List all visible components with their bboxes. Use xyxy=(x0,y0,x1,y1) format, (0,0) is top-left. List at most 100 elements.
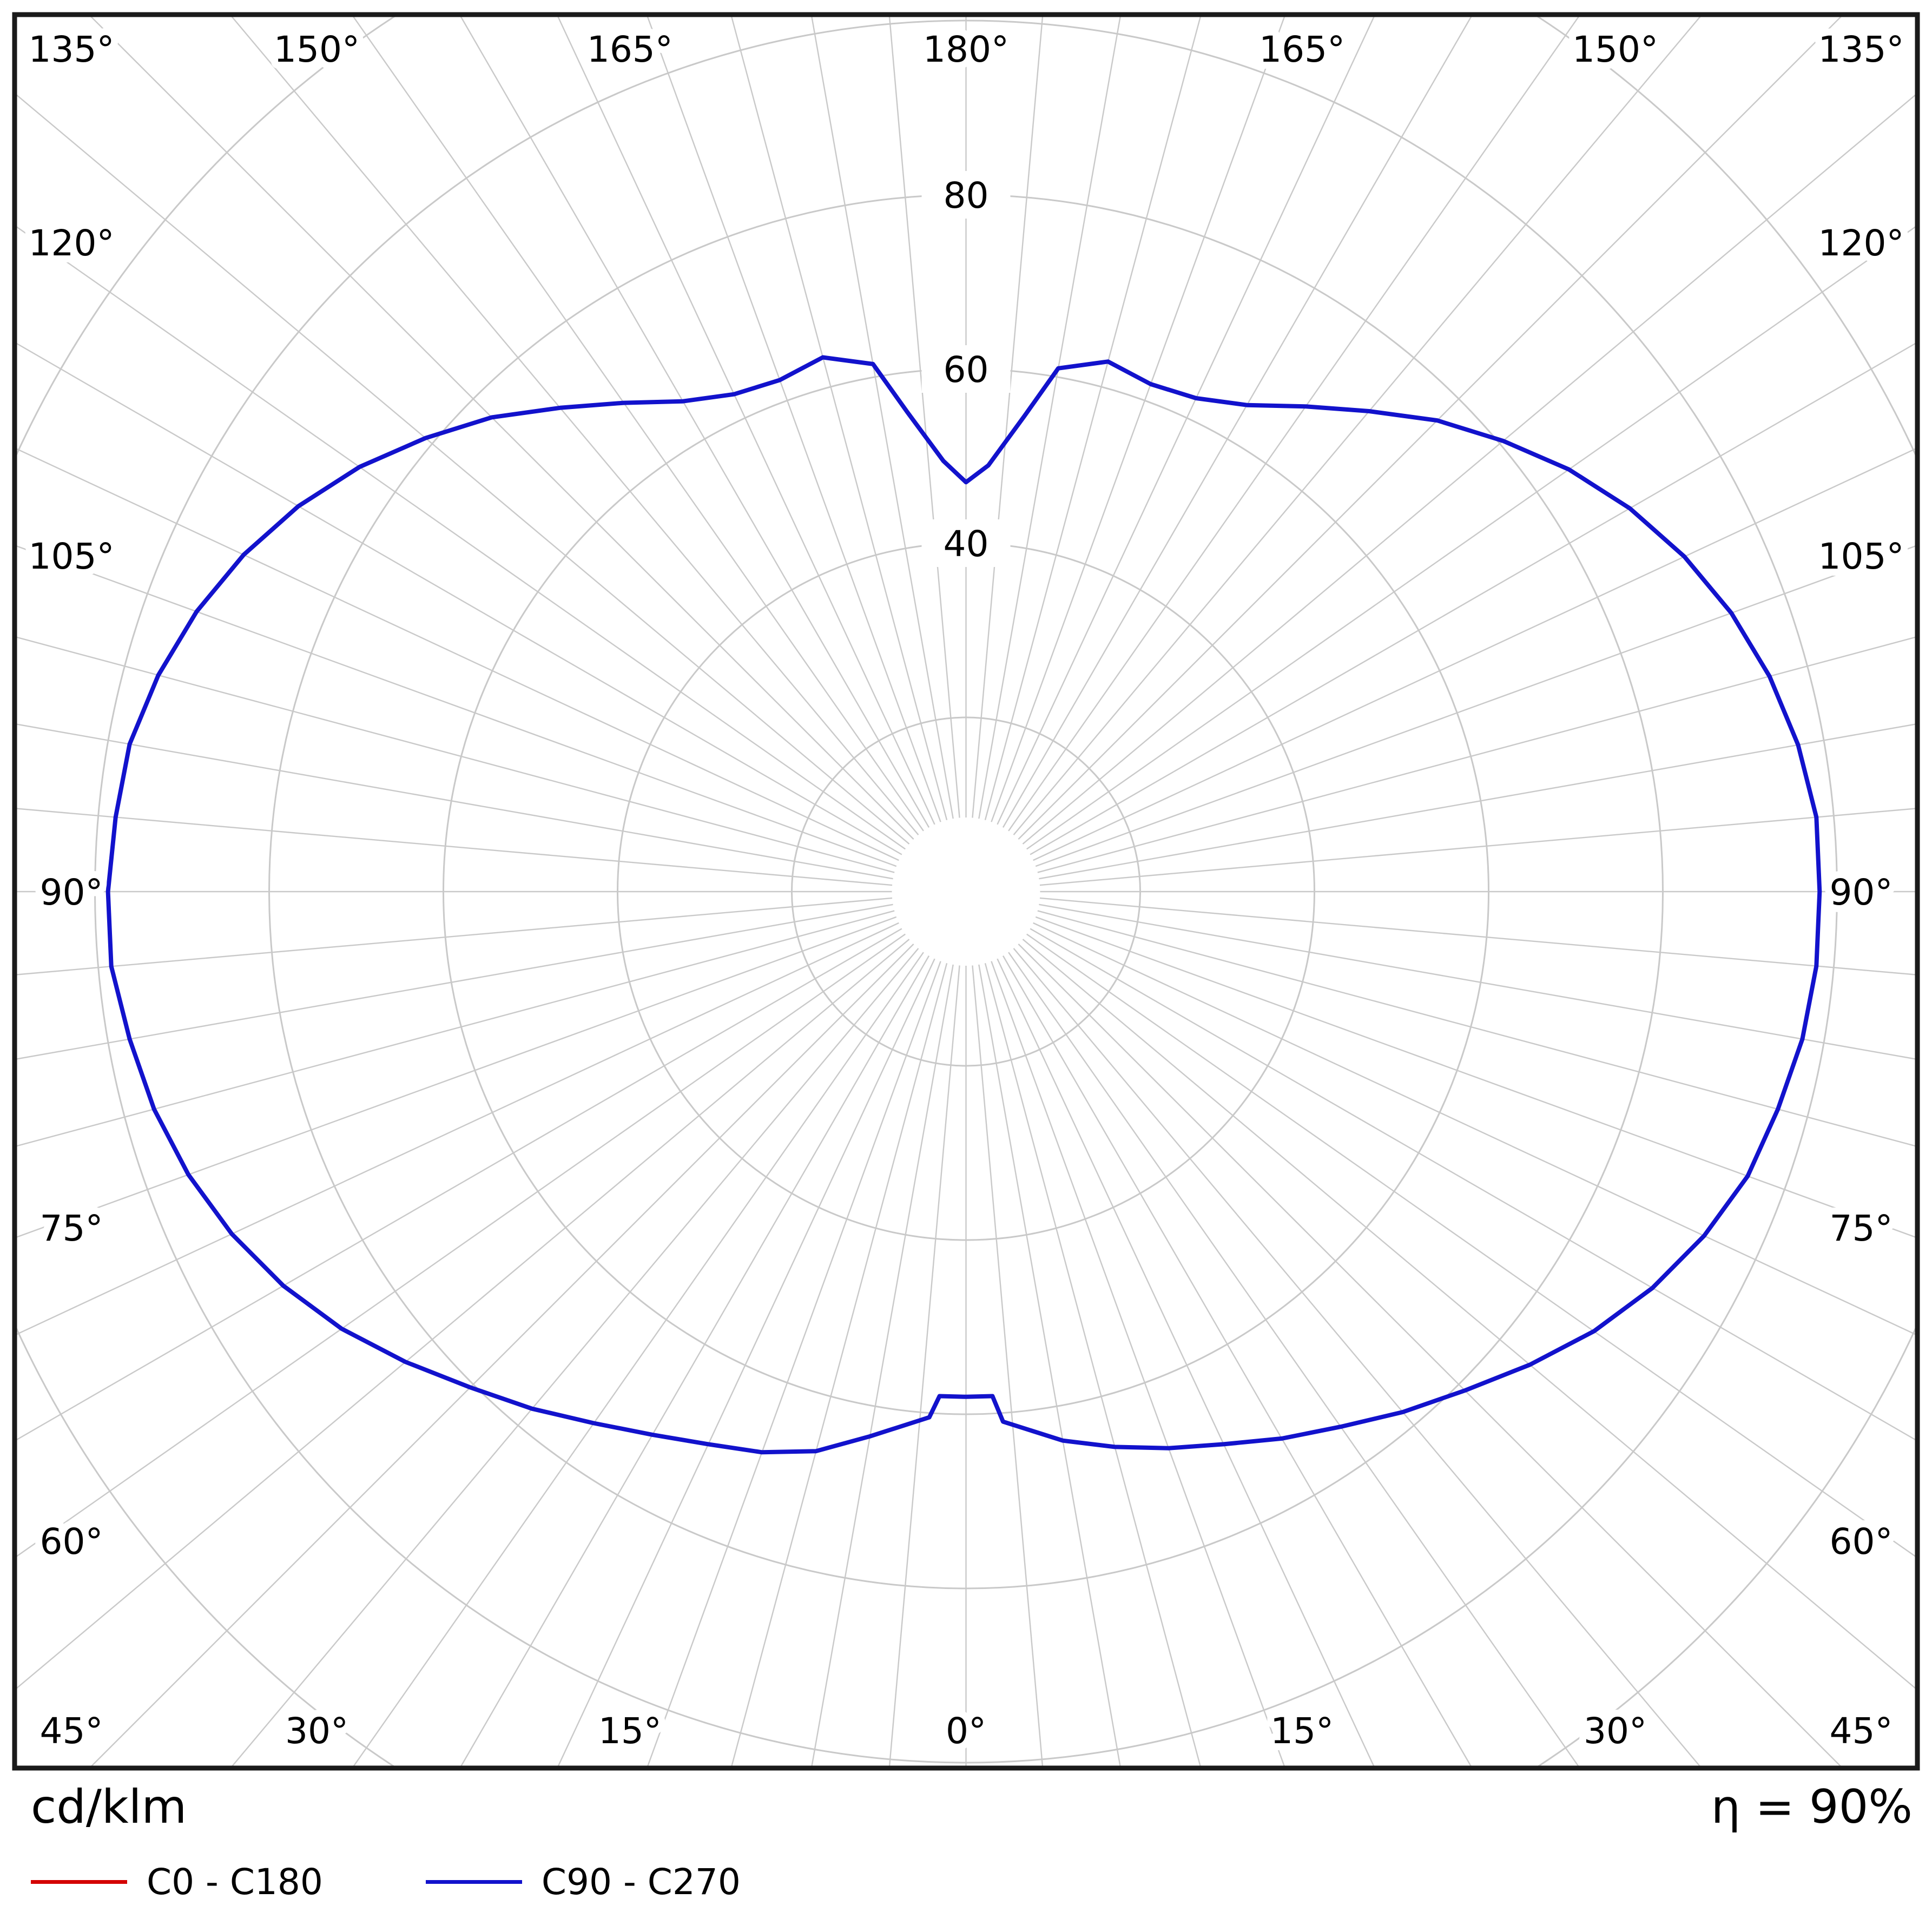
radial-tick-label-bg xyxy=(921,345,1011,393)
radial-tick-label-bg xyxy=(921,519,1011,567)
grid-spoke xyxy=(991,961,1285,1766)
grid-spoke xyxy=(1037,910,1915,1147)
grid-spoke xyxy=(731,963,948,1766)
grid-spoke xyxy=(90,944,914,1766)
grid-spoke xyxy=(557,17,935,825)
gamma-angle-label: 0° xyxy=(946,1710,986,1752)
grid-spoke xyxy=(984,963,1201,1766)
gamma-angle-label: 15° xyxy=(598,1710,662,1752)
gamma-angle-label: 105° xyxy=(29,536,115,577)
grid-spoke xyxy=(17,939,910,1689)
grid-spoke xyxy=(17,916,897,1238)
grid-spoke xyxy=(17,928,902,1441)
plot-border xyxy=(12,12,1920,1771)
grid-spoke xyxy=(730,17,948,820)
gamma-angle-label: 135° xyxy=(29,29,115,70)
grid-spoke xyxy=(1039,897,1915,975)
grid-spoke xyxy=(984,17,1202,820)
grid-spoke xyxy=(17,342,902,855)
grid-spoke xyxy=(17,636,895,873)
grid-spoke xyxy=(17,545,897,867)
grid-spoke xyxy=(1035,545,1915,867)
grid-spoke xyxy=(1033,922,1915,1335)
legend-swatch-c90-c270 xyxy=(425,1880,522,1884)
gamma-angle-label: 105° xyxy=(1818,536,1904,577)
grid-spoke xyxy=(353,952,924,1766)
gamma-angle-label: 135° xyxy=(1818,29,1904,70)
grid-spoke xyxy=(557,958,935,1766)
legend-swatch-c0-c180 xyxy=(31,1880,127,1884)
grid-spoke xyxy=(1030,928,1915,1441)
units-label: cd/klm xyxy=(31,1780,187,1834)
gamma-angle-label: 180° xyxy=(923,29,1009,70)
grid-spoke xyxy=(1035,916,1915,1238)
gamma-angle-label: 90° xyxy=(40,872,103,913)
grid-spoke xyxy=(17,933,906,1557)
grid-spoke xyxy=(811,964,954,1766)
grid-spoke xyxy=(352,17,924,832)
grid-spoke xyxy=(647,961,941,1766)
gamma-angle-label: 150° xyxy=(274,29,360,70)
grid-spoke xyxy=(972,17,1044,818)
gamma-angle-label: 120° xyxy=(29,222,115,264)
grid-spoke xyxy=(991,17,1285,822)
grid-spoke xyxy=(1026,933,1915,1557)
gamma-angle-label: 60° xyxy=(1830,1521,1893,1562)
grid-spoke xyxy=(972,965,1044,1766)
grid-spoke xyxy=(1033,448,1915,861)
grid-spoke xyxy=(460,955,930,1766)
grid-spoke xyxy=(811,17,954,819)
gamma-angle-label: 15° xyxy=(1270,1710,1334,1752)
radial-tick-label: 80 xyxy=(944,175,989,216)
grid-spoke xyxy=(1030,342,1915,855)
gamma-angle-label: 75° xyxy=(1830,1208,1893,1249)
grid-spoke xyxy=(17,910,895,1147)
gamma-angle-label: 30° xyxy=(285,1710,348,1752)
grid-spoke xyxy=(1037,636,1915,873)
efficiency-label: η = 90% xyxy=(1711,1780,1913,1834)
gamma-angle-label: 30° xyxy=(1584,1710,1647,1752)
grid-spoke xyxy=(17,897,893,975)
gamma-angle-label: 120° xyxy=(1818,222,1904,264)
grid-spoke xyxy=(17,723,893,880)
grid-spoke xyxy=(17,808,893,886)
legend-label-c0-c180: C0 - C180 xyxy=(147,1861,323,1903)
grid-spoke xyxy=(1008,17,1580,832)
gamma-angle-label: 60° xyxy=(40,1521,103,1562)
grid-spoke xyxy=(17,448,899,861)
grid-spoke xyxy=(17,226,906,850)
grid-spoke xyxy=(1022,939,1915,1689)
grid-spoke xyxy=(978,964,1121,1766)
grid-spoke xyxy=(997,958,1375,1766)
grid-spoke xyxy=(1008,952,1579,1766)
gamma-angle-label: 165° xyxy=(587,29,673,70)
grid-spoke xyxy=(1002,17,1472,828)
grid-spoke xyxy=(1039,808,1915,886)
grid-spoke xyxy=(460,17,930,828)
grid-spoke xyxy=(1002,955,1472,1766)
grid-spoke xyxy=(1026,226,1915,850)
gamma-angle-label: 45° xyxy=(1830,1710,1893,1752)
gamma-angle-label: 45° xyxy=(40,1710,103,1752)
legend-label-c90-c270: C90 - C270 xyxy=(541,1861,741,1903)
grid-spoke xyxy=(1039,723,1915,880)
gamma-angle-label: 90° xyxy=(1830,872,1893,913)
grid-spoke xyxy=(1013,948,1701,1766)
grid-spoke xyxy=(231,17,919,835)
gamma-angle-label: 150° xyxy=(1572,29,1658,70)
grid-spoke xyxy=(978,17,1121,819)
legend: C0 - C180 C90 - C270 xyxy=(31,1861,741,1903)
grid-spoke xyxy=(1018,17,1842,840)
curve-c90-c270 xyxy=(105,355,1822,1455)
grid-spoke xyxy=(1039,904,1915,1060)
grid-spoke xyxy=(888,17,960,818)
radial-tick-label-bg xyxy=(921,171,1011,219)
grid-spoke xyxy=(1013,17,1701,835)
grid-spoke xyxy=(17,922,899,1335)
grid-spoke xyxy=(231,948,919,1766)
gamma-angle-label: 165° xyxy=(1259,29,1345,70)
grid-spoke xyxy=(17,904,893,1060)
